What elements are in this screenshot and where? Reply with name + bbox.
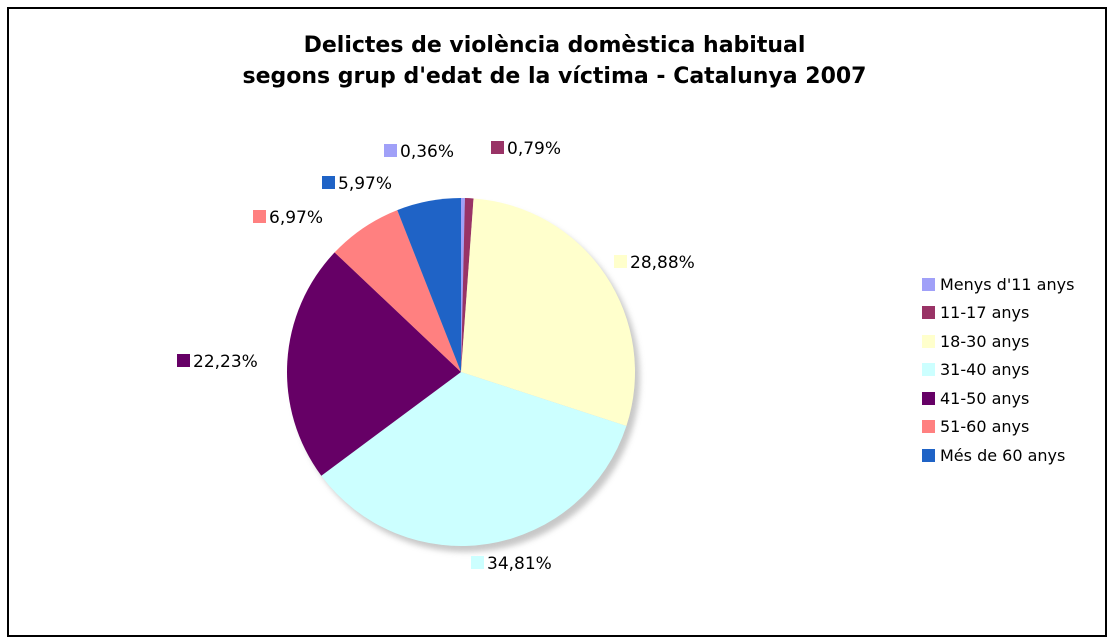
legend-item-7: Més de 60 anys — [922, 441, 1074, 470]
legend-label-5: 41-50 anys — [940, 389, 1029, 408]
slice-label-5: 22,23% — [193, 352, 258, 372]
legend-swatch-7 — [922, 449, 935, 462]
slice-label-swatch-6 — [253, 210, 266, 223]
legend-swatch-4 — [922, 363, 935, 376]
legend-item-3: 18-30 anys — [922, 327, 1074, 356]
legend: Menys d'11 anys 11-17 anys 18-30 anys 31-40… — [922, 270, 1074, 470]
slice-label-3: 28,88% — [630, 253, 695, 273]
legend-swatch-2 — [922, 306, 935, 319]
slice-label-swatch-5 — [177, 354, 190, 367]
slice-label-swatch-2 — [491, 141, 504, 154]
legend-item-1: Menys d'11 anys — [922, 270, 1074, 299]
legend-label-1: Menys d'11 anys — [940, 275, 1074, 294]
legend-swatch-3 — [922, 335, 935, 348]
slice-label-1: 0,36% — [400, 142, 454, 162]
legend-label-4: 31-40 anys — [940, 360, 1029, 379]
legend-item-2: 11-17 anys — [922, 299, 1074, 328]
slice-label-swatch-4 — [471, 556, 484, 569]
legend-label-7: Més de 60 anys — [940, 446, 1065, 465]
legend-item-4: 31-40 anys — [922, 356, 1074, 385]
slice-label-swatch-3 — [614, 255, 627, 268]
legend-item-6: 51-60 anys — [922, 413, 1074, 442]
pie-slices — [287, 198, 635, 546]
legend-swatch-5 — [922, 392, 935, 405]
slice-label-4: 34,81% — [487, 554, 552, 574]
legend-item-5: 41-50 anys — [922, 384, 1074, 413]
slice-label-7: 5,97% — [338, 174, 392, 194]
legend-label-2: 11-17 anys — [940, 303, 1029, 322]
legend-swatch-1 — [922, 278, 935, 291]
slice-label-2: 0,79% — [507, 139, 561, 159]
slice-label-swatch-7 — [322, 176, 335, 189]
slice-label-swatch-1 — [384, 144, 397, 157]
legend-label-6: 51-60 anys — [940, 417, 1029, 436]
legend-swatch-6 — [922, 420, 935, 433]
slice-label-6: 6,97% — [269, 208, 323, 228]
legend-label-3: 18-30 anys — [940, 332, 1029, 351]
